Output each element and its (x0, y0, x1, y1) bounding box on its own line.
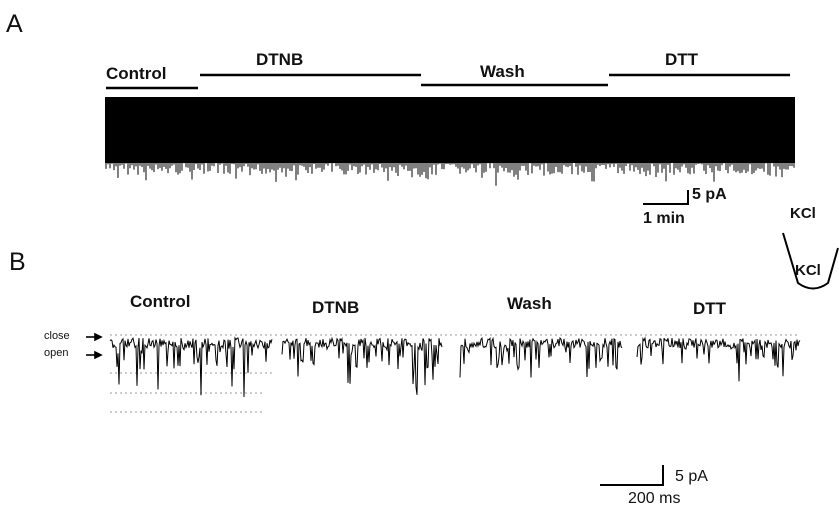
level-lines (110, 334, 800, 413)
scale-bar-a (643, 190, 689, 205)
scale-time-label-b: 200 ms (628, 490, 681, 507)
bilayer-schematic (782, 232, 839, 290)
condition-label-control-b: Control (130, 292, 191, 311)
recording-trace-a (105, 97, 795, 186)
arrow-open-icon (94, 350, 103, 360)
scale-current-label-b: 5 pA (675, 468, 708, 485)
level-label-open: open (44, 347, 69, 359)
condition-label-control-a: Control (106, 64, 167, 83)
bilayer-outline (782, 232, 839, 290)
scale-time-label-a: 1 min (643, 210, 685, 227)
arrow-close-icon (94, 332, 103, 342)
condition-bars-a (106, 73, 790, 90)
recording-traces-b (109, 336, 801, 398)
panel-letter-b: B (9, 248, 26, 276)
scale-current-label-a: 5 pA (692, 186, 727, 203)
scale-bar-b (600, 465, 664, 486)
trace-a-band (105, 97, 795, 163)
trace-b-wash (459, 336, 623, 378)
inset-label-bottom: KCl (795, 262, 821, 279)
condition-label-wash-a: Wash (480, 62, 525, 81)
condition-label-dtnb-a: DTNB (256, 50, 304, 69)
trace-b-dtnb (281, 336, 443, 395)
trace-b-control (109, 336, 273, 398)
level-arrows (86, 332, 103, 360)
condition-label-dtt-a: DTT (665, 50, 699, 69)
level-label-close: close (44, 330, 70, 342)
panel-letter-a: A (6, 10, 23, 38)
trace-a-spikes (105, 160, 795, 186)
condition-label-dtnb-b: DTNB (312, 298, 360, 317)
inset-label-top: KCl (790, 205, 816, 222)
condition-label-dtt-b: DTT (693, 299, 727, 318)
condition-label-wash-b: Wash (507, 294, 552, 313)
trace-b-dtt (636, 336, 801, 382)
